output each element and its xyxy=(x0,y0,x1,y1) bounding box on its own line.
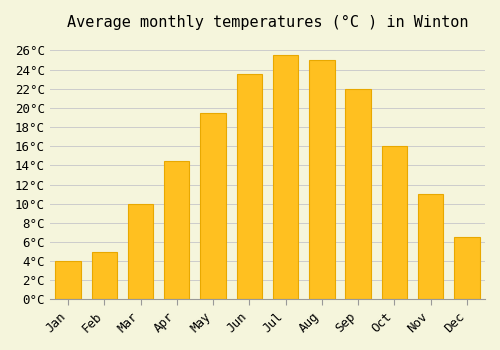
Bar xyxy=(382,146,407,300)
Title: Average monthly temperatures (°C ) in Winton: Average monthly temperatures (°C ) in Wi… xyxy=(66,15,468,30)
Bar xyxy=(454,237,479,300)
Bar xyxy=(92,252,117,300)
Bar xyxy=(309,60,334,300)
Bar xyxy=(164,161,190,300)
Bar xyxy=(128,204,153,300)
Bar xyxy=(273,55,298,300)
Bar xyxy=(56,261,80,300)
Bar xyxy=(418,194,444,300)
Bar xyxy=(346,89,371,300)
Bar xyxy=(200,113,226,300)
Bar xyxy=(236,75,262,300)
